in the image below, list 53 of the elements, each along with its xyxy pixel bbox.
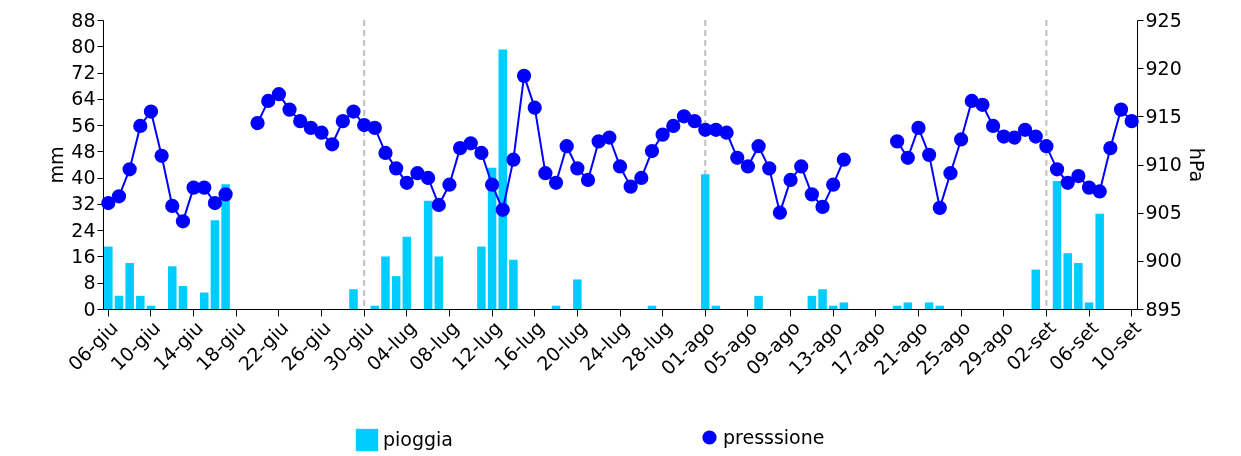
y2-tick-label: 915 bbox=[1145, 104, 1182, 127]
y2-axis-title: hPa bbox=[1185, 147, 1208, 183]
bar bbox=[434, 256, 444, 309]
bar bbox=[1084, 302, 1094, 309]
bar bbox=[402, 236, 412, 309]
bar bbox=[818, 289, 827, 309]
bar bbox=[423, 200, 433, 309]
bar bbox=[178, 286, 188, 309]
bar bbox=[924, 302, 934, 309]
bar bbox=[381, 256, 390, 309]
y2-tick-label: 905 bbox=[1145, 201, 1182, 224]
bar bbox=[1031, 269, 1040, 309]
bar bbox=[903, 302, 913, 309]
bar bbox=[701, 174, 710, 309]
y2-tick-label: 910 bbox=[1145, 153, 1182, 175]
bar bbox=[125, 263, 134, 309]
y-axis-title: mm bbox=[45, 146, 68, 184]
legend-label: presssione bbox=[723, 425, 825, 448]
bar bbox=[477, 246, 486, 309]
y-tick-label: 48 bbox=[71, 139, 96, 162]
bar bbox=[807, 295, 817, 309]
y2-tick-label: 900 bbox=[1145, 249, 1182, 272]
y-tick-label: 88 bbox=[71, 8, 96, 31]
bar bbox=[114, 295, 124, 309]
y-tick-label: 24 bbox=[71, 218, 96, 241]
bar bbox=[210, 220, 220, 309]
y-tick-label: 64 bbox=[71, 87, 96, 110]
bar bbox=[104, 246, 113, 309]
y2-tick-label: 925 bbox=[1145, 8, 1182, 31]
y-tick-label: 80 bbox=[71, 34, 96, 57]
bar bbox=[168, 266, 177, 309]
bar bbox=[754, 295, 763, 309]
bar bbox=[839, 302, 849, 309]
bar bbox=[136, 295, 145, 309]
y-tick-label: 56 bbox=[71, 113, 96, 136]
y-tick-label: 32 bbox=[71, 192, 96, 215]
y-tick-label: 16 bbox=[71, 244, 96, 267]
y-tick-label: 40 bbox=[71, 166, 96, 189]
bar bbox=[1074, 263, 1083, 309]
bar bbox=[349, 289, 358, 309]
bar bbox=[200, 292, 209, 309]
y2-tick-label: 920 bbox=[1145, 56, 1182, 79]
bar bbox=[391, 276, 401, 309]
y-tick-label: 8 bbox=[83, 271, 96, 294]
bar bbox=[1095, 213, 1104, 309]
y-tick-label: 0 bbox=[83, 297, 96, 320]
bar bbox=[509, 259, 518, 309]
bar bbox=[573, 279, 582, 309]
y2-tick-label: 895 bbox=[1145, 297, 1182, 320]
bar bbox=[1052, 180, 1062, 309]
legend-label: pioggia bbox=[383, 428, 454, 450]
bar bbox=[1063, 253, 1072, 309]
y-tick-label: 72 bbox=[71, 61, 96, 84]
